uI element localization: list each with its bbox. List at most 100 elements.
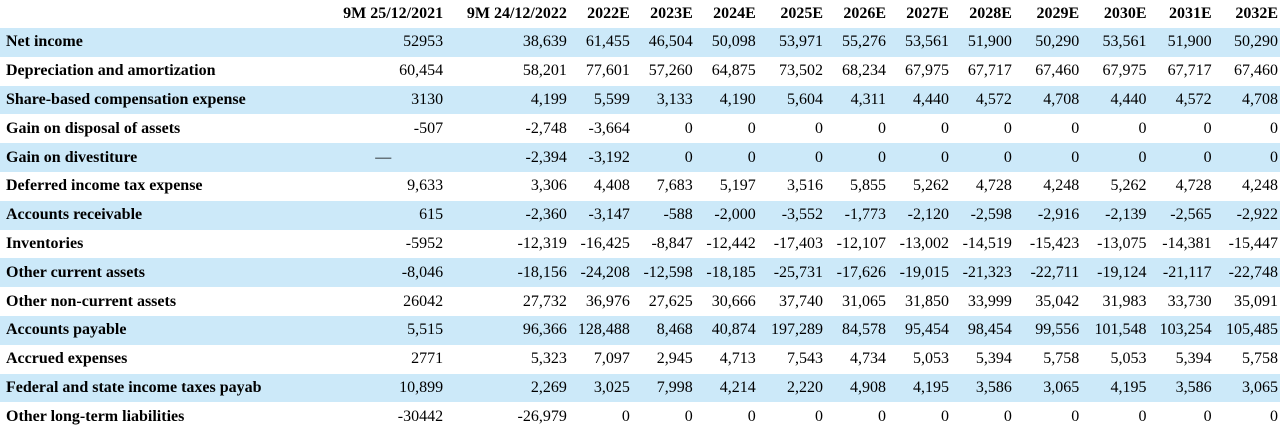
table-cell: -19,015: [887, 258, 951, 288]
table-row: Depreciation and amortization 60,454 58,20…: [0, 56, 1280, 86]
column-header: 2027E: [887, 0, 951, 28]
table-cell: 5,323: [445, 344, 569, 374]
table-cell: -2,916: [1013, 200, 1082, 230]
column-header: 2028E: [950, 0, 1014, 28]
table-cell: 7,543: [757, 344, 826, 374]
table-cell: -21,117: [1148, 258, 1214, 288]
table-cell: 4,728: [1148, 171, 1214, 201]
table-cell: -25,731: [757, 258, 826, 288]
table-cell: 0: [757, 402, 826, 431]
table-cell: 2,269: [445, 373, 569, 403]
table-cell: -2,139: [1081, 200, 1149, 230]
table-cell: 5,197: [694, 171, 758, 201]
table-cell: 3,586: [1148, 373, 1214, 403]
table-cell: 84,578: [825, 315, 888, 345]
table-cell: -16,425: [568, 229, 632, 259]
table-cell: 3,586: [950, 373, 1014, 403]
table-cell: -2,922: [1213, 200, 1280, 230]
table-row: Gain on disposal of assets -507 -2,748 -3,6…: [0, 114, 1280, 144]
table-row: Accrued expenses 2771 5,323 7,097 2,945 4,713…: [0, 344, 1280, 374]
table-row: Net income 52953 38,639 61,455 46,504 50,098 5…: [0, 28, 1280, 57]
table-cell: 5,758: [1013, 344, 1082, 374]
table-cell: 7,683: [631, 171, 695, 201]
row-label: Other non-current assets: [0, 287, 322, 316]
table-cell: 0: [950, 402, 1014, 431]
table-cell: 31,850: [887, 287, 951, 316]
table-row: Other non-current assets 26042 27,732 36,97…: [0, 287, 1280, 316]
table-cell: 0: [757, 143, 826, 172]
column-header: 2024E: [694, 0, 758, 28]
table-cell: -12,107: [825, 229, 888, 259]
table-cell: 4,708: [1213, 85, 1280, 115]
table-cell: 53,971: [757, 28, 826, 57]
table-cell: 0: [1213, 143, 1280, 172]
table-cell: 4,440: [887, 85, 951, 115]
table-cell: 4,572: [950, 85, 1014, 115]
table-cell: 0: [825, 402, 888, 431]
table-cell: 10,899: [321, 373, 446, 403]
table-cell: —: [321, 143, 446, 172]
table-cell: 3,065: [1213, 373, 1280, 403]
row-label: Other current assets: [0, 258, 322, 288]
table-cell: -22,711: [1013, 258, 1082, 288]
table-cell: 0: [1081, 114, 1149, 144]
table-cell: -3,664: [568, 114, 632, 144]
table-cell: 53,561: [1081, 28, 1149, 57]
table-cell: 68,234: [825, 56, 888, 86]
table-cell: -12,598: [631, 258, 695, 288]
table-cell: 0: [950, 143, 1014, 172]
table-cell: 67,460: [1213, 56, 1280, 86]
table-cell: 37,740: [757, 287, 826, 316]
row-label: Net income: [0, 28, 322, 57]
table-cell: 4,214: [694, 373, 758, 403]
table-cell: 4,708: [1013, 85, 1082, 115]
table-cell: 55,276: [825, 28, 888, 57]
table-row: Other long-term liabilities -30442 -26,979…: [0, 402, 1280, 431]
table-cell: 5,758: [1213, 344, 1280, 374]
table-cell: 4,908: [825, 373, 888, 403]
table-cell: 105,485: [1213, 315, 1280, 345]
table-row: Accounts receivable 615 -2,360 -3,147 -588 -2…: [0, 200, 1280, 230]
table-cell: 61,455: [568, 28, 632, 57]
table-cell: -2,598: [950, 200, 1014, 230]
table-cell: 50,290: [1013, 28, 1082, 57]
table-cell: 0: [631, 143, 695, 172]
table-cell: 98,454: [950, 315, 1014, 345]
table-cell: 67,460: [1013, 56, 1082, 86]
table-cell: 2771: [321, 344, 446, 374]
table-cell: 3,306: [445, 171, 569, 201]
table-cell: -14,519: [950, 229, 1014, 259]
table-cell: 5,053: [887, 344, 951, 374]
table-cell: 27,732: [445, 287, 569, 316]
table-cell: 99,556: [1013, 315, 1082, 345]
table-cell: 0: [1213, 402, 1280, 431]
table-cell: 5,394: [1148, 344, 1214, 374]
table-cell: 0: [1081, 402, 1149, 431]
table-row: Deferred income tax expense 9,633 3,306 4,4…: [0, 171, 1280, 201]
table-cell: 3,133: [631, 85, 695, 115]
table-cell: -30442: [321, 402, 446, 431]
table-cell: 4,199: [445, 85, 569, 115]
row-label: Accounts payable: [0, 315, 322, 345]
table-cell: 0: [694, 402, 758, 431]
table-cell: -588: [631, 200, 695, 230]
table-row: Share-based compensation expense 3130 4,19…: [0, 85, 1280, 115]
table-cell: 51,900: [1148, 28, 1214, 57]
table-cell: 5,855: [825, 171, 888, 201]
table-cell: 46,504: [631, 28, 695, 57]
table-cell: 40,874: [694, 315, 758, 345]
table-cell: 4,248: [1213, 171, 1280, 201]
table-cell: -26,979: [445, 402, 569, 431]
table-cell: 0: [1148, 402, 1214, 431]
table-cell: 4,195: [1081, 373, 1149, 403]
table-cell: 4,440: [1081, 85, 1149, 115]
table-cell: 0: [825, 114, 888, 144]
table-cell: 0: [631, 114, 695, 144]
table-cell: 31,983: [1081, 287, 1149, 316]
table-cell: 2,945: [631, 344, 695, 374]
row-label: Gain on disposal of assets: [0, 114, 322, 144]
table-cell: 4,248: [1013, 171, 1082, 201]
table-cell: 60,454: [321, 56, 446, 86]
column-header: 2026E: [825, 0, 888, 28]
